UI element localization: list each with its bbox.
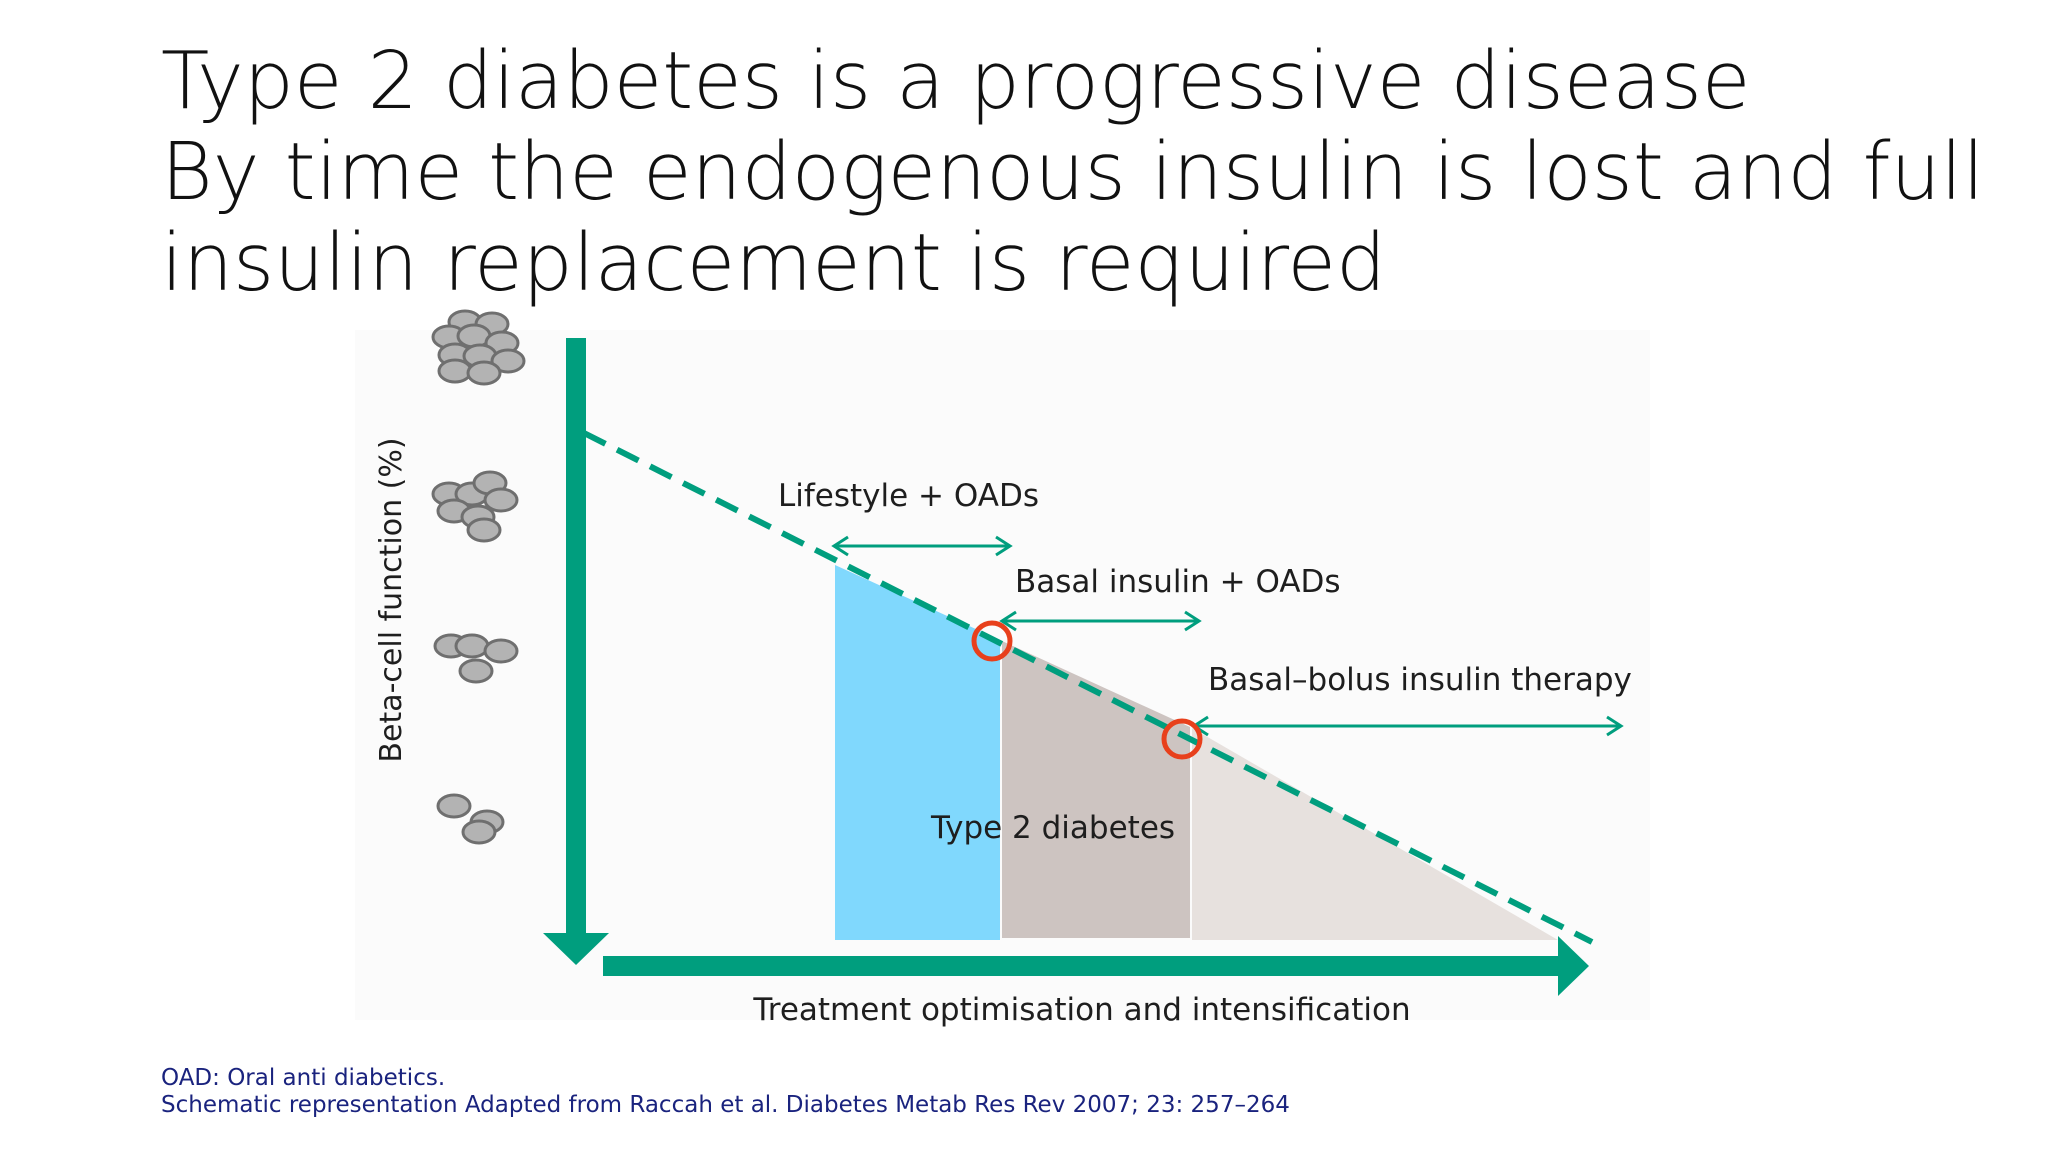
y-axis-label: Beta-cell function (%) (374, 437, 409, 762)
title-line-1: Type 2 diabetes is a progressive disease (161, 35, 1751, 127)
y-axis-arrowhead (543, 933, 609, 965)
footnote-line-1: OAD: Oral anti diabetics. (161, 1065, 446, 1091)
stage-basal-bolus-region (1192, 728, 1558, 940)
stage-basal-region (1002, 641, 1190, 938)
x-axis-label: Treatment optimisation and intensificati… (752, 992, 1410, 1028)
transition-marker-2 (1161, 718, 1203, 760)
transition-marker-1 (971, 620, 1013, 662)
y-axis-bar (566, 338, 586, 933)
stage-lifestyle-region (835, 565, 1000, 940)
beta-cells-full-icon (431, 309, 526, 386)
region-label: Type 2 diabetes (930, 810, 1175, 846)
slide-title: Type 2 diabetes is a progressive disease… (161, 36, 2001, 309)
x-axis-bar (603, 956, 1560, 976)
footnote: OAD: Oral anti diabetics. Schematic repr… (161, 1065, 1290, 1119)
stage-label-basal-bolus: Basal–bolus insulin therapy (1208, 662, 1632, 698)
footnote-line-2: Schematic representation Adapted from Ra… (161, 1092, 1290, 1118)
stage-label-basal: Basal insulin + OADs (1015, 564, 1341, 600)
title-line-2: By time the endogenous insulin is lost a… (161, 126, 1985, 218)
arrow-basal (999, 610, 1202, 632)
stage-label-lifestyle: Lifestyle + OADs (778, 478, 1039, 514)
title-line-3: insulin replacement is required (161, 217, 1387, 309)
x-axis-arrowhead (1558, 936, 1589, 996)
decline-trend-line (582, 430, 1594, 945)
arrow-lifestyle (831, 535, 1013, 557)
